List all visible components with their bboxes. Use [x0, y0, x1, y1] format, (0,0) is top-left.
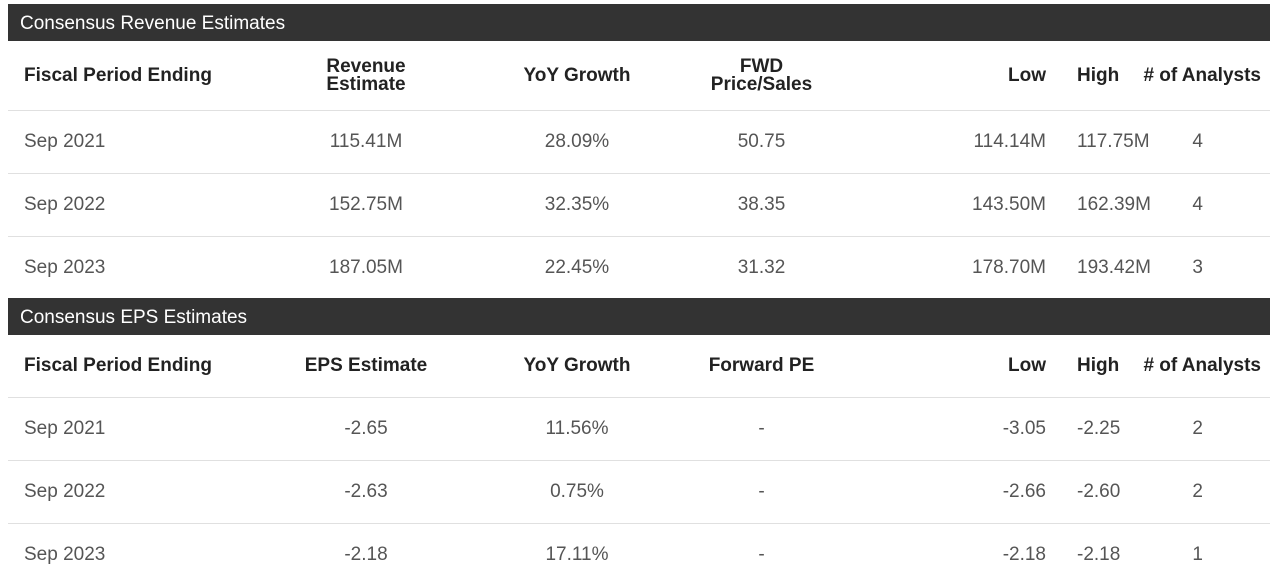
- cell-estimate: -2.63: [264, 461, 502, 524]
- cell-period: Sep 2022: [8, 461, 264, 524]
- cell-estimate: 152.75M: [264, 174, 502, 237]
- cell-forward-pe: -: [636, 524, 877, 586]
- table-row: Sep 2023 187.05M 22.45% 31.32 178.70M 19…: [8, 237, 1270, 300]
- col-header-fiscal-period[interactable]: Fiscal Period Ending: [8, 41, 264, 111]
- col-header-analysts[interactable]: # of Analysts: [1108, 41, 1270, 111]
- col-header-yoy-growth[interactable]: YoY Growth: [502, 335, 636, 398]
- cell-yoy-growth: 28.09%: [502, 111, 636, 174]
- cell-high: -2.60: [1053, 461, 1108, 524]
- revenue-estimates-table: Fiscal Period Ending Revenue Estimate Yo…: [8, 41, 1270, 299]
- cell-period: Sep 2023: [8, 524, 264, 586]
- table-row: Sep 2021 -2.65 11.56% - -3.05 -2.25 2: [8, 398, 1270, 461]
- cell-yoy-growth: 22.45%: [502, 237, 636, 300]
- cell-low: -2.66: [877, 461, 1053, 524]
- cell-low: 143.50M: [877, 174, 1053, 237]
- col-header-low[interactable]: Low: [877, 335, 1053, 398]
- cell-forward-pe: -: [636, 461, 877, 524]
- col-header-fwd-price-sales[interactable]: FWD Price/Sales: [636, 41, 877, 111]
- col-header-low[interactable]: Low: [877, 41, 1053, 111]
- col-header-eps-estimate[interactable]: EPS Estimate: [264, 335, 502, 398]
- col-header-fiscal-period[interactable]: Fiscal Period Ending: [8, 335, 264, 398]
- cell-high: -2.18: [1053, 524, 1108, 586]
- cell-period: Sep 2023: [8, 237, 264, 300]
- cell-high: 117.75M: [1053, 111, 1108, 174]
- cell-yoy-growth: 11.56%: [502, 398, 636, 461]
- revenue-estimates-section: Consensus Revenue Estimates Fiscal Perio…: [8, 4, 1270, 299]
- table-row: Sep 2022 152.75M 32.35% 38.35 143.50M 16…: [8, 174, 1270, 237]
- cell-low: 178.70M: [877, 237, 1053, 300]
- table-header-row: Fiscal Period Ending Revenue Estimate Yo…: [8, 41, 1270, 111]
- cell-low: -2.18: [877, 524, 1053, 586]
- eps-section-title: Consensus EPS Estimates: [8, 298, 1270, 335]
- col-header-forward-pe[interactable]: Forward PE: [636, 335, 877, 398]
- cell-fwd-price-sales: 38.35: [636, 174, 877, 237]
- cell-fwd-price-sales: 31.32: [636, 237, 877, 300]
- eps-estimates-section: Consensus EPS Estimates Fiscal Period En…: [8, 298, 1270, 586]
- cell-analysts: 2: [1108, 398, 1270, 461]
- cell-low: -3.05: [877, 398, 1053, 461]
- cell-analysts: 2: [1108, 461, 1270, 524]
- cell-yoy-growth: 17.11%: [502, 524, 636, 586]
- cell-estimate: -2.18: [264, 524, 502, 586]
- cell-period: Sep 2022: [8, 174, 264, 237]
- cell-yoy-growth: 32.35%: [502, 174, 636, 237]
- col-header-revenue-estimate[interactable]: Revenue Estimate: [264, 41, 502, 111]
- cell-estimate: -2.65: [264, 398, 502, 461]
- cell-estimate: 187.05M: [264, 237, 502, 300]
- col-header-high[interactable]: High: [1053, 41, 1108, 111]
- cell-high: 193.42M: [1053, 237, 1108, 300]
- col-header-line: FWD: [646, 58, 877, 76]
- table-row: Sep 2021 115.41M 28.09% 50.75 114.14M 11…: [8, 111, 1270, 174]
- table-row: Sep 2023 -2.18 17.11% - -2.18 -2.18 1: [8, 524, 1270, 586]
- eps-estimates-table: Fiscal Period Ending EPS Estimate YoY Gr…: [8, 335, 1270, 586]
- col-header-yoy-growth[interactable]: YoY Growth: [502, 41, 636, 111]
- col-header-line: Estimate: [264, 76, 468, 94]
- col-header-high[interactable]: High: [1053, 335, 1108, 398]
- col-header-line: Price/Sales: [646, 76, 877, 94]
- cell-analysts: 1: [1108, 524, 1270, 586]
- revenue-section-title: Consensus Revenue Estimates: [8, 4, 1270, 41]
- cell-forward-pe: -: [636, 398, 877, 461]
- cell-period: Sep 2021: [8, 111, 264, 174]
- cell-high: 162.39M: [1053, 174, 1108, 237]
- cell-high: -2.25: [1053, 398, 1108, 461]
- cell-period: Sep 2021: [8, 398, 264, 461]
- cell-estimate: 115.41M: [264, 111, 502, 174]
- cell-low: 114.14M: [877, 111, 1053, 174]
- cell-yoy-growth: 0.75%: [502, 461, 636, 524]
- table-header-row: Fiscal Period Ending EPS Estimate YoY Gr…: [8, 335, 1270, 398]
- table-row: Sep 2022 -2.63 0.75% - -2.66 -2.60 2: [8, 461, 1270, 524]
- cell-fwd-price-sales: 50.75: [636, 111, 877, 174]
- col-header-analysts[interactable]: # of Analysts: [1108, 335, 1270, 398]
- col-header-line: Revenue: [264, 58, 468, 76]
